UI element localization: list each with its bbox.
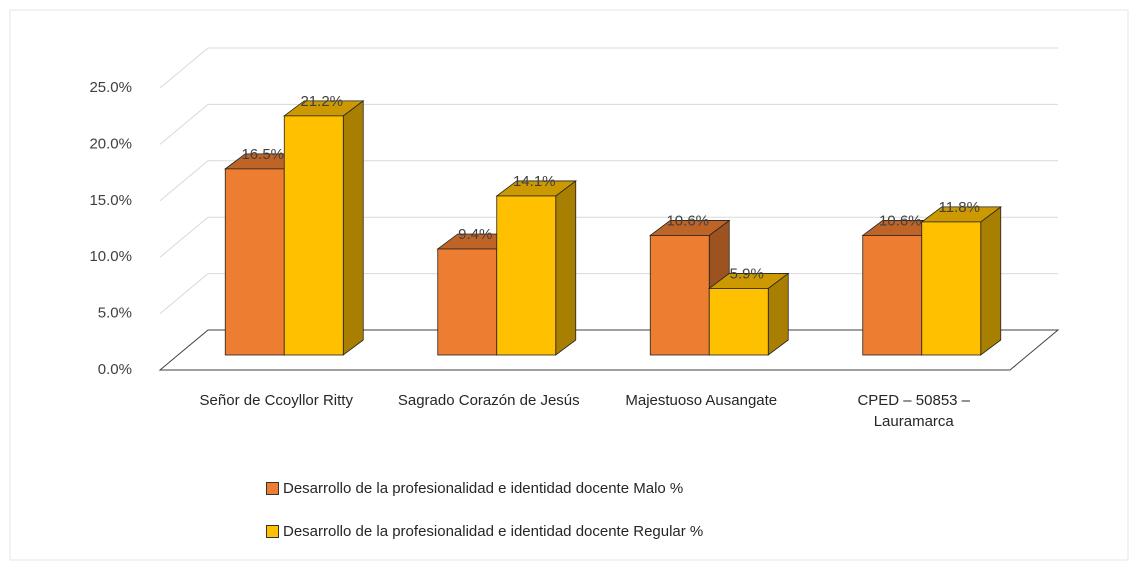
grid-line bbox=[159, 216, 1058, 258]
grid-line bbox=[159, 160, 1058, 202]
y-tick-label: 0.0% bbox=[98, 361, 132, 378]
legend-label: Desarrollo de la profesionalidad e ident… bbox=[283, 523, 704, 540]
value-label: 16.5% bbox=[241, 146, 284, 163]
legend-item: Desarrollo de la profesionalidad e ident… bbox=[266, 480, 683, 497]
bar-front bbox=[437, 248, 498, 356]
grid-line bbox=[159, 103, 1058, 145]
bar-front bbox=[708, 288, 769, 356]
value-label: 14.1% bbox=[513, 173, 556, 190]
bar-front bbox=[921, 221, 982, 356]
value-label: 10.6% bbox=[879, 212, 922, 229]
y-tick-label: 20.0% bbox=[89, 135, 132, 152]
value-label: 5.9% bbox=[730, 265, 764, 282]
y-tick-label: 25.0% bbox=[89, 79, 132, 96]
frame bbox=[9, 9, 1129, 561]
grid-line bbox=[159, 47, 1058, 89]
legend-swatch bbox=[266, 482, 279, 495]
bar-front bbox=[649, 235, 710, 356]
bar bbox=[708, 272, 790, 356]
legend-swatch bbox=[266, 525, 279, 538]
bar-front bbox=[496, 195, 557, 356]
y-tick-label: 5.0% bbox=[98, 305, 132, 322]
bar-side bbox=[555, 180, 577, 356]
legend-label: Desarrollo de la profesionalidad e ident… bbox=[283, 480, 684, 497]
bar-front bbox=[862, 235, 923, 356]
x-tick-label: CPED – 50853 – Lauramarca bbox=[857, 392, 971, 430]
bar-side bbox=[342, 100, 364, 356]
bar bbox=[495, 180, 577, 356]
bar-front bbox=[224, 168, 285, 356]
x-tick-label: Sagrado Corazón de Jesús bbox=[397, 392, 580, 409]
x-tick-label: Señor de Ccoyllor Ritty bbox=[199, 392, 353, 409]
bar bbox=[283, 100, 365, 356]
legend-item: Desarrollo de la profesionalidad e ident… bbox=[266, 523, 703, 540]
y-tick-label: 10.0% bbox=[89, 248, 132, 265]
bar bbox=[920, 206, 1002, 356]
x-tick-label: Majestuoso Ausangate bbox=[625, 392, 778, 409]
value-label: 21.2% bbox=[300, 93, 343, 110]
bar-front bbox=[283, 115, 344, 356]
value-label: 9.4% bbox=[458, 226, 492, 243]
floor bbox=[158, 329, 1060, 371]
y-tick-label: 15.0% bbox=[89, 192, 132, 209]
bar-side bbox=[980, 206, 1002, 356]
value-label: 11.8% bbox=[939, 199, 980, 216]
value-label: 10.6% bbox=[666, 212, 709, 229]
